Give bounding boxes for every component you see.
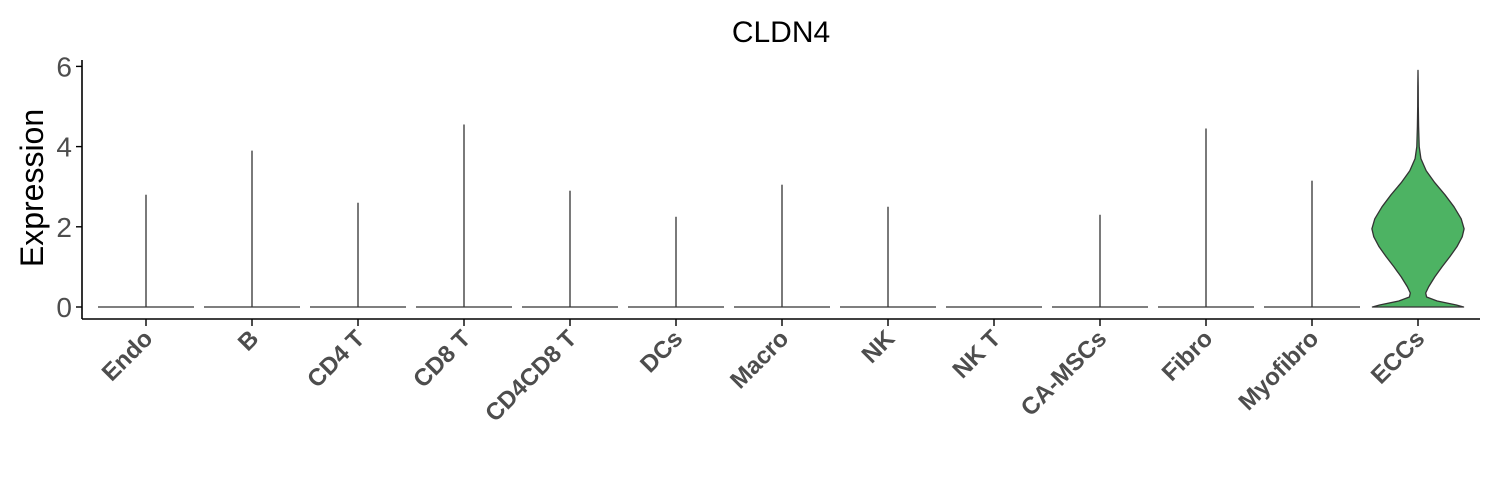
violin-macro: [734, 184, 830, 308]
x-tick-label: DCs: [635, 325, 688, 378]
violin-myofibro: [1264, 180, 1360, 308]
y-axis: 0 2 4 6: [56, 51, 82, 323]
y-tick-label: 4: [56, 132, 72, 163]
violin-b: [204, 150, 300, 308]
violin-cd4cd8-t: [522, 190, 618, 308]
violin-cd4-t: [310, 202, 406, 308]
y-axis-label: Expression: [14, 109, 50, 267]
violin-dcs: [628, 216, 724, 308]
y-tick-label: 6: [56, 51, 72, 82]
x-tick-label: CD8 T: [408, 325, 476, 393]
violin-endo: [98, 194, 194, 308]
x-tick-label: CA-MSCs: [1016, 325, 1112, 421]
violin-nk: [840, 206, 936, 308]
x-axis: Endo B CD4 T CD8 T CD4CD8 T DCs Macro NK NK T CA-…: [97, 319, 1430, 427]
x-tick-label: B: [233, 325, 264, 356]
y-tick-label: 2: [56, 212, 72, 243]
x-tick-label: Macro: [725, 325, 794, 394]
violin-fibro: [1158, 128, 1254, 308]
x-tick-label: NK T: [948, 325, 1007, 384]
x-tick-label: Endo: [97, 325, 159, 387]
violin-cd8-t: [416, 124, 512, 308]
x-tick-label: ECCs: [1366, 325, 1430, 389]
violin-ca-mscs: [1052, 214, 1148, 308]
violin-eccs: [1371, 69, 1465, 308]
chart-title: CLDN4: [732, 16, 830, 49]
x-tick-label: CD4CD8 T: [480, 325, 582, 427]
violin-plots: [98, 69, 1465, 308]
x-tick-label: Myofibro: [1234, 325, 1325, 416]
x-tick-label: CD4 T: [302, 325, 370, 393]
y-tick-label: 0: [56, 292, 72, 323]
axes: [81, 60, 1480, 320]
x-tick-label: Fibro: [1157, 325, 1219, 387]
x-tick-label: NK: [857, 325, 901, 369]
violin-shape: [1371, 69, 1465, 308]
